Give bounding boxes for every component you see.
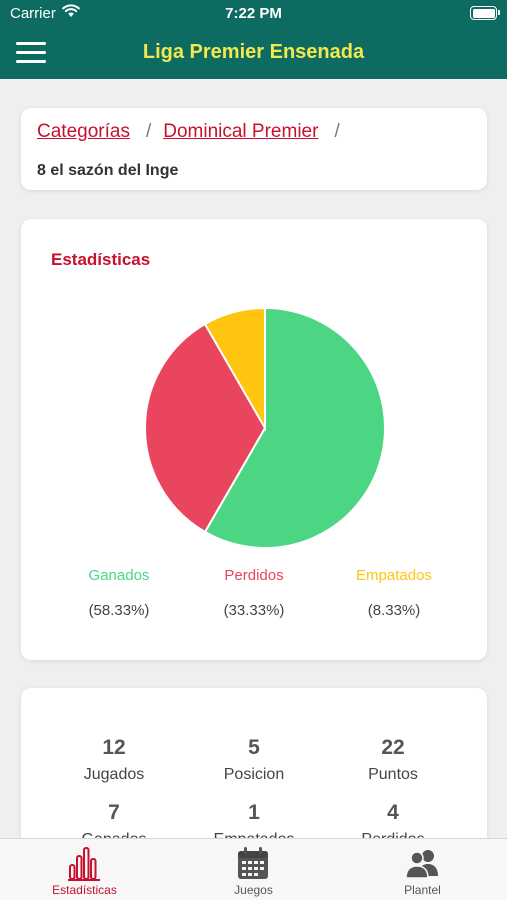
legend-percent-empatados: (8.33%) [367, 602, 421, 619]
summary-value: 12 [102, 736, 126, 759]
tab-label: Juegos [234, 883, 273, 897]
summary-value: 4 [387, 801, 399, 824]
calendar-icon [238, 847, 268, 879]
wifi-icon [62, 4, 80, 22]
summary-puntos: 22 Puntos [318, 736, 468, 784]
legend-label-perdidos: Perdidos [224, 567, 284, 584]
pie-slice-empatados [203, 306, 266, 432]
tab-label: Plantel [404, 883, 441, 897]
legend-label-ganados: Ganados [88, 567, 150, 584]
bar-chart-icon [68, 847, 100, 881]
menu-icon[interactable] [16, 42, 46, 64]
breadcrumb-link-dominical-premier[interactable]: Dominical Premier [163, 121, 319, 142]
summary-card: 12 Jugados 5 Posicion 22 Puntos 7 Ganado… [21, 688, 487, 848]
summary-value: 5 [248, 736, 260, 759]
status-bar: Carrier 7:22 PM [0, 0, 507, 28]
tab-bar: Estadísticas Juegos Plantel [0, 838, 507, 900]
breadcrumb-separator: / [145, 121, 152, 142]
breadcrumb-link-categorias[interactable]: Categorías [37, 121, 130, 142]
app-header: Liga Premier Ensenada [0, 28, 507, 79]
tab-juegos[interactable]: Juegos [169, 839, 338, 900]
breadcrumb-separator: / [334, 121, 340, 142]
pie-slice-ganados [203, 306, 386, 549]
legend-percent-perdidos: (33.33%) [223, 602, 285, 619]
breadcrumb: Categorías / Dominical Premier / [37, 121, 352, 143]
tab-estadisticas[interactable]: Estadísticas [0, 839, 169, 900]
summary-label: Posicion [223, 766, 285, 783]
summary-posicion: 5 Posicion [179, 736, 329, 784]
tab-plantel[interactable]: Plantel [338, 839, 507, 900]
summary-value: 1 [248, 801, 260, 824]
team-name: 8 el sazón del Inge [37, 162, 179, 179]
legend-percent-ganados: (58.33%) [88, 602, 150, 619]
summary-label: Puntos [368, 766, 418, 783]
battery-icon [470, 6, 500, 20]
stats-card: Estadísticas Ganados Perdidos Empatados … [21, 219, 487, 660]
breadcrumb-card: Categorías / Dominical Premier / 8 el sazón… [21, 108, 487, 190]
legend-label-empatados: Empatados [356, 567, 432, 584]
status-time: 7:22 PM [225, 5, 282, 22]
stats-heading: Estadísticas [51, 250, 151, 269]
app-title: Liga Premier Ensenada [142, 41, 365, 63]
tab-label: Estadísticas [52, 883, 117, 897]
carrier-label: Carrier [10, 5, 56, 22]
summary-value: 7 [108, 801, 120, 824]
summary-jugados: 12 Jugados [39, 736, 189, 784]
summary-label: Jugados [83, 766, 145, 783]
pie-chart [144, 306, 386, 549]
summary-value: 22 [381, 736, 405, 759]
users-icon [405, 850, 438, 879]
